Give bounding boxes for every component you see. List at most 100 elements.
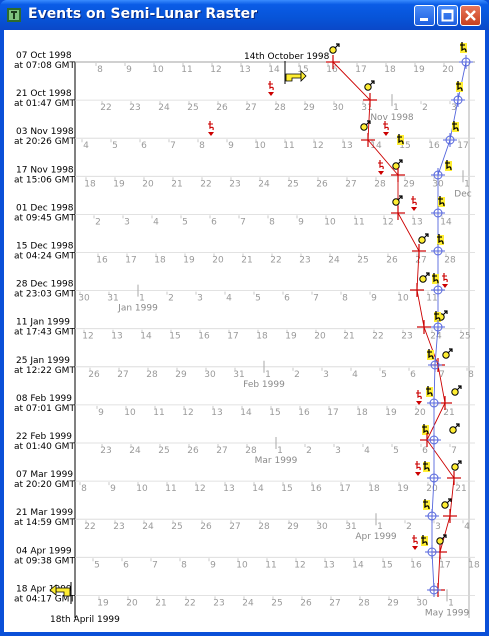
day-tick-label: 11 <box>426 294 437 304</box>
day-tick-label: 7 <box>170 141 176 151</box>
blue-ring-marker <box>428 358 442 372</box>
mars-icon <box>418 233 429 244</box>
day-tick-label: 1 <box>464 179 470 189</box>
day-tick-label: 16 <box>428 141 440 151</box>
day-tick-label: 20 <box>414 408 426 418</box>
day-tick-label: 5 <box>94 560 100 570</box>
day-tick-label: 18 <box>368 484 380 494</box>
red-saturn-icon <box>411 196 417 211</box>
row-date-label: 18 Apr 1999 <box>16 584 72 594</box>
day-tick-label: 15 <box>399 141 410 151</box>
day-tick-label: 23 <box>113 522 124 532</box>
day-tick-label: 23 <box>299 256 310 266</box>
day-tick-label: 9 <box>126 65 132 75</box>
day-tick-label: 1 <box>265 370 271 380</box>
day-tick-label: 25 <box>287 179 298 189</box>
day-tick-label: 9 <box>298 217 304 227</box>
day-tick-label: 10 <box>236 560 248 570</box>
day-tick-label: 27 <box>229 522 240 532</box>
maximize-button[interactable] <box>437 5 458 26</box>
start-flag-icon[interactable] <box>284 61 307 84</box>
day-tick-label: 19 <box>97 598 109 608</box>
day-tick-label: 30 <box>416 598 428 608</box>
day-tick-label: 12 <box>210 65 221 75</box>
day-tick-label: 23 <box>401 332 412 342</box>
day-tick-label: 4 <box>226 294 232 304</box>
day-tick-label: 2 <box>95 217 101 227</box>
day-tick-label: 13 <box>211 408 222 418</box>
month-label: Nov 1998 <box>370 113 414 123</box>
day-tick-label: 9 <box>228 141 234 151</box>
day-tick-label: 3 <box>197 294 203 304</box>
day-tick-label: 19 <box>385 408 397 418</box>
mars-icon <box>392 159 403 170</box>
day-tick-label: 5 <box>112 141 118 151</box>
day-tick-label: 21 <box>241 256 252 266</box>
mars-icon <box>451 385 462 396</box>
event-markers <box>208 42 473 597</box>
day-tick-label: 8 <box>342 294 348 304</box>
red-cross-marker <box>391 168 405 182</box>
day-tick-label: 9 <box>98 408 104 418</box>
day-tick-label: 5 <box>393 446 399 456</box>
saturn-icon <box>423 461 430 472</box>
day-tick-label: 15 <box>281 484 292 494</box>
row-date-label: 25 Jan 1999 <box>16 356 70 366</box>
day-tick-label: 10 <box>152 65 164 75</box>
month-label: Feb 1999 <box>243 380 285 390</box>
day-tick-label: 8 <box>468 370 474 380</box>
day-tick-label: 11 <box>181 65 192 75</box>
mars-icon <box>449 423 460 434</box>
saturn-icon <box>397 134 404 145</box>
day-tick-label: 18 <box>84 179 96 189</box>
red-cross-marker <box>326 55 340 69</box>
day-tick-label: 2 <box>168 294 174 304</box>
day-tick-label: 13 <box>323 560 334 570</box>
day-tick-label: 16 <box>410 560 422 570</box>
end-flag-icon[interactable] <box>49 582 72 604</box>
day-tick-label: 7 <box>439 370 445 380</box>
day-tick-label: 12 <box>82 332 93 342</box>
day-tick-label: 20 <box>442 65 454 75</box>
day-tick-label: 17 <box>355 65 366 75</box>
blue-ring-marker <box>427 583 441 597</box>
title-bar[interactable]: Events on Semi-Lunar Raster <box>0 0 489 30</box>
red-saturn-icon <box>442 273 448 288</box>
day-tick-label: 6 <box>211 217 217 227</box>
day-tick-label: 22 <box>270 256 281 266</box>
day-tick-label: 13 <box>223 484 234 494</box>
row-time-label: at 23:03 GMT <box>14 290 75 300</box>
day-tick-label: 28 <box>258 522 270 532</box>
day-tick-label: 8 <box>181 560 187 570</box>
close-button[interactable] <box>460 5 481 26</box>
day-tick-label: 29 <box>287 522 299 532</box>
day-tick-label: 7 <box>451 446 457 456</box>
saturn-icon <box>445 160 452 171</box>
day-tick-label: 19 <box>413 65 425 75</box>
minimize-button[interactable] <box>414 5 435 26</box>
saturn-icon <box>423 499 430 510</box>
red-cross-marker <box>417 320 431 334</box>
day-tick-label: 13 <box>411 217 422 227</box>
day-tick-label: 18 <box>468 560 480 570</box>
mars-icon <box>419 272 430 283</box>
blue-ring-marker <box>425 545 439 559</box>
day-tick-label: 30 <box>316 522 328 532</box>
day-tick-label: 30 <box>204 370 216 380</box>
day-tick-label: 28 <box>245 446 257 456</box>
day-tick-label: 5 <box>255 294 261 304</box>
day-tick-label: 31 <box>345 522 356 532</box>
day-tick-label: 12 <box>194 484 205 494</box>
app-icon[interactable] <box>6 7 22 23</box>
day-tick-label: 25 <box>187 103 198 113</box>
blue-ring-marker <box>443 133 457 147</box>
red-cross-marker <box>363 93 377 107</box>
day-tick-label: 15 <box>381 560 392 570</box>
day-tick-label: 10 <box>397 294 409 304</box>
day-tick-label: 19 <box>183 256 195 266</box>
